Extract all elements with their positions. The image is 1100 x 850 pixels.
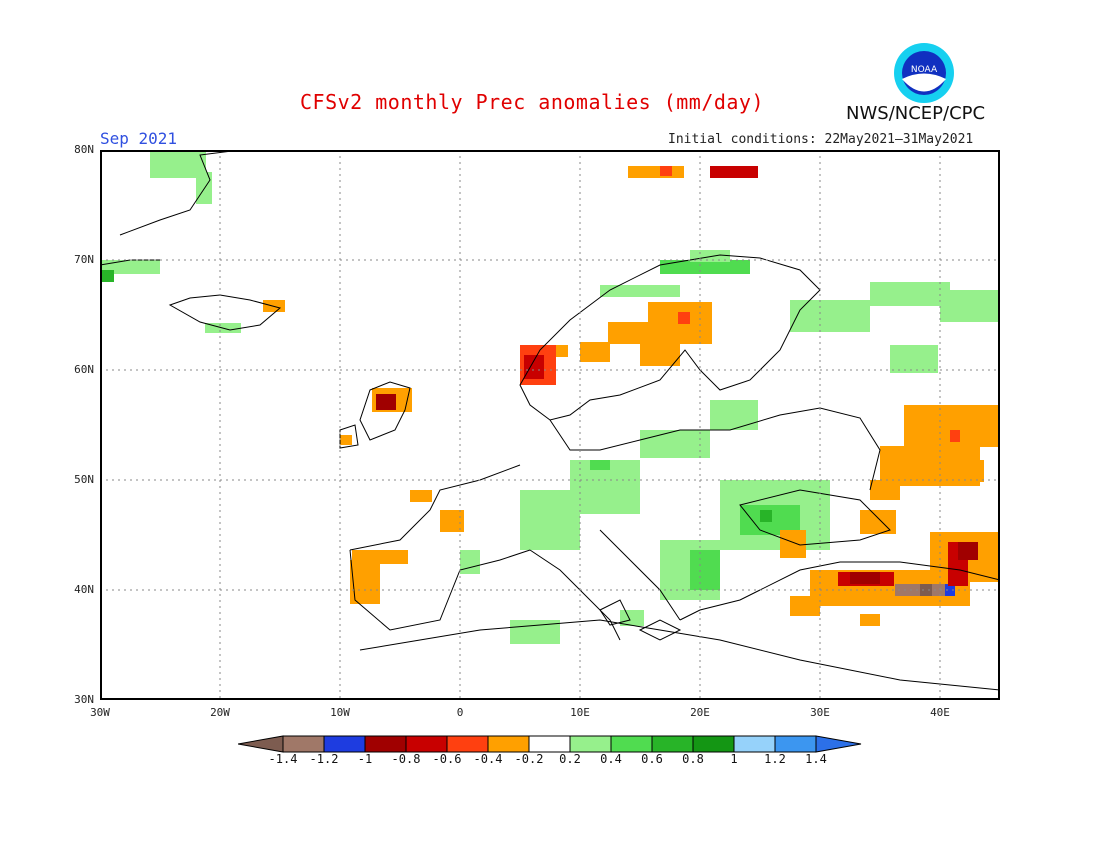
colorbar-swatch (364, 735, 407, 753)
colorbar-label: 1.2 (764, 752, 786, 766)
map-title: CFSv2 monthly Prec anomalies (mm/day) (300, 90, 765, 114)
lon-label: 30E (810, 706, 830, 719)
colorbar-low-arrow (238, 735, 284, 753)
lon-label: 20W (210, 706, 230, 719)
colorbar-label: -1.4 (268, 752, 298, 766)
lat-label: 40N (74, 583, 94, 596)
colorbar-label: -1.2 (309, 752, 339, 766)
lat-label: 60N (74, 363, 94, 376)
colorbar-swatch (774, 735, 817, 753)
colorbar-label: 0.4 (600, 752, 622, 766)
colorbar-label: -0.8 (391, 752, 421, 766)
initial-conditions: Initial conditions: 22May2021–31May2021 (668, 132, 974, 147)
forecast-period: Sep 2021 (100, 129, 178, 148)
noaa-logo-icon: NOAA (894, 43, 954, 103)
colorbar-swatch (692, 735, 735, 753)
organization-label: NWS/NCEP/CPC (846, 103, 986, 124)
lon-label: 10E (570, 706, 590, 719)
colorbar-label: 1 (730, 752, 738, 766)
colorbar-label: 0.8 (682, 752, 704, 766)
colorbar-swatch (446, 735, 489, 753)
colorbar-label: 0.2 (559, 752, 581, 766)
colorbar-swatch (651, 735, 694, 753)
graticule (100, 150, 1000, 700)
lat-label: 30N (74, 693, 94, 706)
colorbar-swatch (282, 735, 325, 753)
logo-text: NOAA (911, 65, 938, 75)
colorbar-swatch (323, 735, 366, 753)
colorbar-label: -1 (357, 752, 373, 766)
lon-label: 0 (456, 706, 464, 719)
lon-label: 40E (930, 706, 950, 719)
precip-anomaly-map (100, 150, 1000, 700)
lat-label: 80N (74, 143, 94, 156)
colorbar-swatch (610, 735, 653, 753)
colorbar-label: -0.4 (473, 752, 503, 766)
colorbar-high-arrow (815, 735, 862, 753)
lon-label: 10W (330, 706, 350, 719)
colorbar-label: -0.2 (514, 752, 544, 766)
colorbar-swatch (487, 735, 530, 753)
colorbar-swatch (528, 735, 571, 753)
colorbar (238, 735, 862, 753)
colorbar-swatch (405, 735, 448, 753)
colorbar-swatch (569, 735, 612, 753)
colorbar-label: 0.6 (641, 752, 663, 766)
colorbar-label: 1.4 (805, 752, 827, 766)
lon-label: 30W (90, 706, 110, 719)
lat-label: 50N (74, 473, 94, 486)
lat-label: 70N (74, 253, 94, 266)
colorbar-label: -0.6 (432, 752, 462, 766)
lon-label: 20E (690, 706, 710, 719)
map-frame (100, 150, 1000, 700)
anomaly-shading (100, 150, 1000, 644)
colorbar-swatch (733, 735, 776, 753)
